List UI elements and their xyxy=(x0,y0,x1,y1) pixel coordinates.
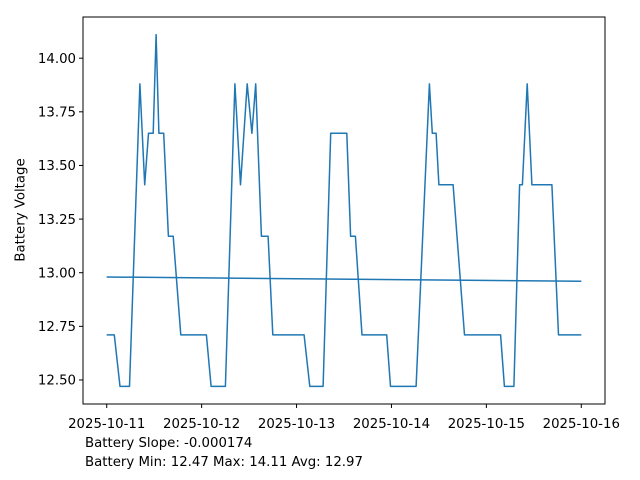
x-tick-label: 2025-10-14 xyxy=(353,417,430,432)
x-tick-label: 2025-10-13 xyxy=(258,417,335,432)
x-tick-label: 2025-10-11 xyxy=(68,417,145,432)
battery-trend-line xyxy=(106,276,582,283)
axis-ticks: 12.50 12.75 13.00 13.25 13.50 13.75 14.00 2025-… xyxy=(38,52,620,432)
plot-area-border xyxy=(82,16,606,405)
x-tick-label: 2025-10-12 xyxy=(163,417,240,432)
x-tick-label: 2025-10-16 xyxy=(543,417,620,432)
y-tick-label: 12.75 xyxy=(38,320,76,335)
y-tick-label: 13.75 xyxy=(38,106,76,121)
x-tick-label: 2025-10-15 xyxy=(448,417,525,432)
y-tick-label: 13.25 xyxy=(38,213,76,228)
slope-annotation: Battery Slope: -0.000174 xyxy=(85,436,252,451)
y-tick-label: 13.00 xyxy=(38,266,76,281)
y-tick-label: 14.00 xyxy=(38,52,76,67)
stats-annotation: Battery Min: 12.47 Max: 14.11 Avg: 12.97 xyxy=(85,455,363,470)
y-tick-label: 12.50 xyxy=(38,374,76,389)
y-tick-label: 13.50 xyxy=(38,159,76,174)
plot-series xyxy=(106,33,582,388)
battery-voltage-line xyxy=(106,33,582,388)
y-axis-label: Battery Voltage xyxy=(14,158,29,261)
